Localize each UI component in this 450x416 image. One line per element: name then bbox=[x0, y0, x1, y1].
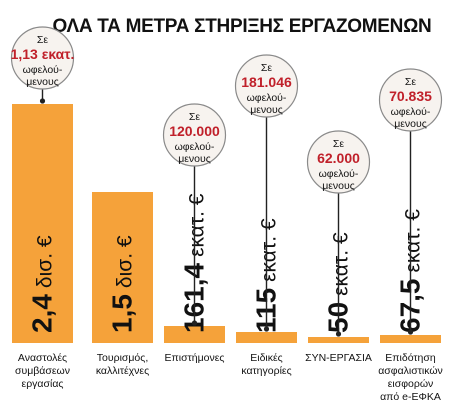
beneficiaries-line: μενους bbox=[178, 153, 211, 165]
category-label-3: Επιστήμονες bbox=[165, 352, 225, 364]
category-label-line: εισφορών bbox=[388, 378, 434, 390]
connector-dot-1 bbox=[39, 98, 46, 104]
bar-3 bbox=[164, 326, 225, 343]
connector-dot-4 bbox=[263, 326, 270, 332]
connector-dot-3 bbox=[191, 320, 198, 326]
beneficiaries-line: 181.046 bbox=[241, 74, 292, 90]
bubble-6 bbox=[378, 68, 443, 132]
beneficiaries-label-3: Σε 120.000 ωφελού-μενους bbox=[169, 111, 220, 165]
beneficiaries-line: ωφελού- bbox=[23, 64, 63, 76]
bar-5 bbox=[308, 337, 369, 343]
beneficiaries-label-5: Σε 62.000 ωφελού-μενους bbox=[317, 138, 360, 192]
beneficiaries-line: ωφελού- bbox=[319, 168, 359, 180]
connector-dot-5 bbox=[335, 331, 342, 337]
value-label-unit: εκατ. € bbox=[186, 193, 209, 257]
beneficiaries-label-1: Σε 1,13 εκατ. ωφελού-μενους bbox=[11, 34, 75, 88]
category-label-line: κατηγορίες bbox=[241, 365, 291, 377]
value-label-2: 1,5 δισ. € bbox=[107, 235, 138, 333]
beneficiaries-line: μενους bbox=[26, 76, 59, 88]
bar-6 bbox=[380, 335, 441, 343]
beneficiaries-line: Σε bbox=[261, 62, 272, 74]
category-label-6: Επιδότηση ασφαλιστικών εισφορών από e-ΕΦΚΑ bbox=[378, 352, 443, 403]
connector-dot-6 bbox=[407, 329, 414, 335]
beneficiaries-line: 70.835 bbox=[389, 88, 432, 104]
bar-2 bbox=[92, 192, 153, 343]
beneficiaries-line: ωφελού- bbox=[247, 92, 287, 104]
beneficiaries-line: ωφελού- bbox=[175, 141, 215, 153]
beneficiaries-line: Σε bbox=[405, 76, 416, 88]
beneficiaries-line: Σε bbox=[333, 138, 344, 150]
beneficiaries-line: Σε bbox=[189, 111, 200, 123]
bar-4 bbox=[236, 332, 297, 343]
beneficiaries-line: ωφελού- bbox=[391, 106, 431, 118]
bubble-5 bbox=[306, 130, 371, 194]
value-label-unit: δισ. € bbox=[114, 235, 137, 288]
beneficiaries-line: Σε bbox=[37, 34, 48, 46]
category-label-line: Αναστολές bbox=[18, 352, 67, 364]
beneficiaries-label-4: Σε 181.046 ωφελού-μενους bbox=[241, 62, 292, 116]
value-label-unit: εκατ. € bbox=[402, 209, 425, 273]
value-label-unit: εκατ. € bbox=[330, 232, 353, 296]
category-label-line: καλλιτέχνες bbox=[96, 365, 149, 377]
category-label-line: Επιστήμονες bbox=[165, 352, 225, 364]
value-label-unit: δισ. € bbox=[34, 235, 57, 288]
category-label-5: ΣΥΝ-ΕΡΓΑΣΙΑ bbox=[305, 352, 372, 364]
beneficiaries-line: 120.000 bbox=[169, 123, 220, 139]
bubble-4 bbox=[234, 54, 299, 118]
beneficiaries-label-6: Σε 70.835 ωφελού-μενους bbox=[389, 76, 432, 130]
value-label-number: 2,4 bbox=[27, 294, 58, 333]
category-label-line: από e-ΕΦΚΑ bbox=[380, 391, 441, 403]
beneficiaries-line: μενους bbox=[394, 118, 427, 130]
category-label-line: Τουρισμός, bbox=[97, 352, 149, 364]
bubble-1 bbox=[10, 26, 75, 90]
beneficiaries-line: μενους bbox=[322, 180, 355, 192]
bubble-3 bbox=[162, 103, 227, 167]
category-label-line: Ειδικές bbox=[250, 352, 283, 364]
category-label-1: Αναστολές συμβάσεων εργασίας bbox=[15, 352, 70, 390]
category-label-line: εργασίας bbox=[22, 378, 64, 390]
value-label-1: 2,4 δισ. € bbox=[27, 235, 58, 333]
category-label-line: ΣΥΝ-ΕΡΓΑΣΙΑ bbox=[305, 352, 372, 364]
category-label-2: Τουρισμός, καλλιτέχνες bbox=[96, 352, 149, 377]
bar-1 bbox=[12, 104, 73, 343]
category-label-line: συμβάσεων bbox=[15, 365, 70, 377]
category-label-4: Ειδικές κατηγορίες bbox=[241, 352, 291, 377]
value-label-number: 1,5 bbox=[107, 294, 138, 333]
beneficiaries-line: μενους bbox=[250, 104, 283, 116]
chart-title: ΟΛΑ ΤΑ ΜΕΤΡΑ ΣΤΗΡΙΞΗΣ ΕΡΓΑΖΟΜΕΝΩΝ bbox=[53, 16, 432, 37]
category-label-line: ασφαλιστικών bbox=[378, 365, 443, 377]
category-label-line: Επιδότηση bbox=[385, 352, 436, 364]
value-label-unit: εκατ. € bbox=[258, 218, 281, 282]
beneficiaries-line: 62.000 bbox=[317, 150, 360, 166]
beneficiaries-line: 1,13 εκατ. bbox=[11, 46, 75, 62]
